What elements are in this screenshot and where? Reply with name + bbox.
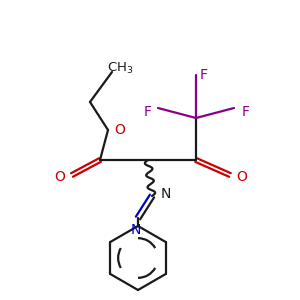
Text: O: O (237, 170, 248, 184)
Text: F: F (242, 105, 250, 119)
Text: F: F (144, 105, 152, 119)
Text: N: N (131, 223, 141, 237)
Text: CH$_3$: CH$_3$ (107, 60, 133, 76)
Text: O: O (55, 170, 65, 184)
Text: N: N (161, 187, 171, 201)
Text: F: F (200, 68, 208, 82)
Text: O: O (115, 123, 125, 137)
